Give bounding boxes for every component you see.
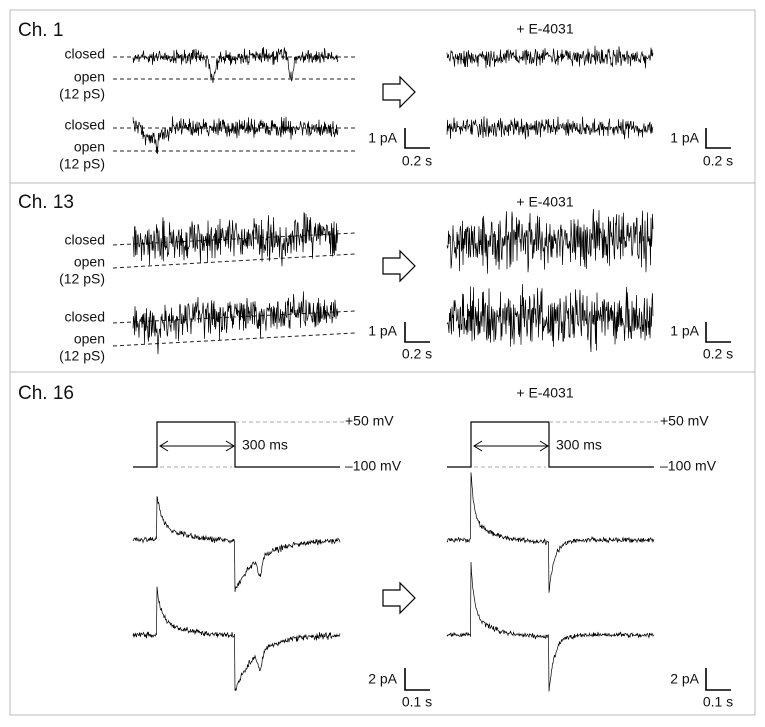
voltage-protocol: [447, 421, 659, 468]
scale-bar: [705, 668, 731, 691]
scale-bar: [404, 128, 430, 149]
drug-label: + E-4031: [516, 385, 573, 401]
scale-time: 0.2 s: [703, 153, 733, 169]
scale-current: 2 pA: [368, 671, 397, 687]
scale-time: 0.2 s: [402, 153, 432, 169]
panel-box: [9, 371, 756, 716]
open-level: [112, 332, 356, 347]
scale-time: 0.2 s: [703, 346, 733, 362]
protocol-duration: 300 ms: [556, 437, 602, 453]
protocol-duration: 300 ms: [242, 437, 288, 453]
scale-current: 1 pA: [670, 130, 699, 146]
current-trace: [132, 586, 341, 692]
current-trace: [132, 496, 341, 592]
level-label: closed: [65, 117, 105, 133]
conductance-label: (12 pS): [59, 156, 105, 172]
channel-label: Ch. 13: [18, 192, 74, 213]
level-label: open: [74, 331, 105, 347]
scale-bar: [705, 322, 731, 343]
closed-level: [112, 232, 356, 246]
drug-label: + E-4031: [516, 21, 573, 37]
current-trace: [446, 116, 654, 140]
protocol-voltage: –100 mV: [345, 458, 402, 474]
scale-time: 0.1 s: [703, 694, 733, 710]
scale-time: 0.2 s: [402, 346, 432, 362]
scale-bar: [404, 322, 430, 343]
conductance-label: (12 pS): [59, 86, 105, 102]
level-label: closed: [65, 232, 105, 248]
current-trace: [446, 45, 654, 69]
arrow: [382, 581, 416, 615]
conductance-label: (12 pS): [59, 348, 105, 364]
level-label: closed: [65, 46, 105, 62]
level-label: open: [74, 254, 105, 270]
arrow: [382, 249, 416, 283]
scale-current: 1 pA: [368, 130, 397, 146]
protocol-voltage: +50 mV: [345, 413, 394, 429]
current-trace: [446, 561, 655, 692]
conductance-label: (12 pS): [59, 271, 105, 287]
current-trace: [132, 46, 339, 84]
level-label: open: [74, 69, 105, 85]
arrow: [382, 75, 416, 109]
current-trace: [132, 212, 339, 267]
drug-label: + E-4031: [516, 194, 573, 210]
channel-label: Ch. 16: [18, 383, 74, 404]
protocol-voltage: +50 mV: [660, 413, 709, 429]
current-trace: [446, 208, 654, 274]
open-level: [112, 253, 356, 269]
scale-time: 0.1 s: [402, 694, 432, 710]
current-trace: [132, 291, 339, 355]
level-label: closed: [65, 309, 105, 325]
level-label: open: [74, 139, 105, 155]
current-trace: [446, 472, 655, 593]
protocol-voltage: –100 mV: [660, 458, 717, 474]
current-trace: [446, 284, 654, 353]
channel-label: Ch. 1: [18, 20, 63, 41]
scale-current: 1 pA: [670, 323, 699, 339]
scale-current: 2 pA: [670, 671, 699, 687]
panel-box: [9, 182, 756, 373]
scale-bar: [705, 128, 731, 149]
current-trace: [132, 116, 339, 154]
voltage-protocol: [133, 421, 345, 468]
scale-bar: [404, 668, 430, 691]
scale-current: 1 pA: [368, 323, 397, 339]
